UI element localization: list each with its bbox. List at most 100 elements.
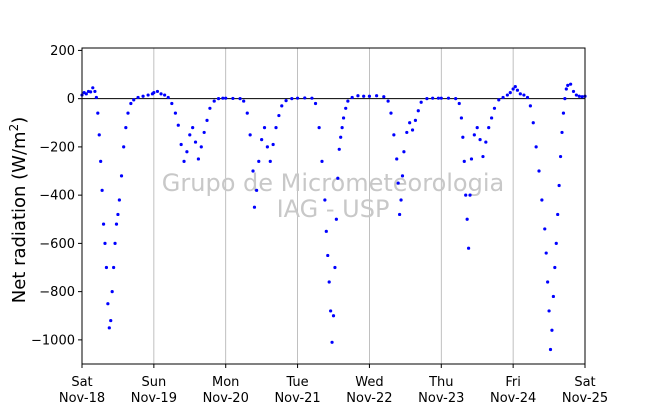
data-point-29 [132,98,136,102]
data-point-150 [522,93,526,97]
y-axis-title-superscript: 2 [7,124,21,132]
data-point-116 [413,118,418,122]
data-point-171 [563,97,567,101]
x-tick-weekday-0: Sat [71,375,92,390]
data-point-177 [577,94,581,98]
data-point-83 [324,229,328,233]
data-point-30 [136,95,140,100]
data-point-50 [202,130,206,135]
data-point-98 [350,95,354,100]
x-tick-date-7: Nov-25 [562,391,608,406]
data-point-47 [193,140,198,144]
data-point-53 [212,99,216,103]
x-tick-weekday-1: Sun [141,375,166,390]
data-point-140 [489,116,494,120]
data-point-64 [255,188,259,192]
data-point-159 [546,280,550,284]
data-point-27 [126,111,130,115]
data-point-5 [91,86,95,90]
data-point-146 [511,87,515,91]
data-point-32 [146,93,150,97]
data-point-101 [367,94,372,98]
data-point-156 [540,198,544,202]
data-point-13 [103,241,107,245]
data-point-9 [97,133,101,137]
data-points [80,82,587,352]
data-point-161 [548,347,553,352]
data-point-55 [221,96,225,100]
y-tick-label-0: 200 [50,44,75,59]
data-point-105 [389,111,393,115]
data-point-130 [465,217,469,221]
x-tick-weekday-3: Tue [285,375,308,390]
x-tick-weekday-2: Mon [212,375,239,390]
data-point-95 [341,116,346,120]
data-point-96 [344,106,348,110]
data-point-164 [553,265,557,270]
data-point-151 [525,95,530,100]
data-point-149 [518,92,522,96]
data-point-7 [94,95,98,100]
data-point-94 [340,126,344,130]
data-point-174 [569,82,573,86]
watermark: Grupo de Micrometeorologia IAG - USP [162,169,504,223]
data-point-121 [436,96,441,100]
data-point-110 [399,198,403,202]
data-point-79 [313,101,318,106]
x-tick-date-3: Nov-21 [274,391,320,406]
data-point-20 [113,241,117,245]
y-axis-title-main: Net radiation (W/m [9,131,30,303]
y-tick-label-1: 0 [67,92,75,107]
data-point-124 [454,97,458,101]
data-point-113 [405,130,409,135]
data-point-8 [96,111,100,115]
data-point-43 [182,159,186,163]
x-tick-date-0: Nov-18 [59,391,105,406]
data-point-93 [339,135,343,139]
y-tick-label-4: −600 [39,237,75,252]
x-tick-date-6: Nov-24 [490,391,536,406]
data-point-170 [561,111,566,115]
data-point-66 [260,138,264,142]
data-point-71 [274,126,278,130]
data-point-148 [515,88,520,92]
x-tick-weekday-6: Fri [505,375,521,390]
data-point-14 [104,265,109,270]
data-point-117 [416,109,420,113]
y-axis-ticks: 200 0 −200 −400 −600 −800 −1000 [31,44,82,348]
data-point-22 [116,212,120,217]
data-point-129 [464,193,468,197]
data-point-67 [262,126,267,130]
data-point-160 [547,309,551,313]
data-point-86 [329,309,333,313]
data-point-2 [84,92,88,96]
data-point-154 [534,145,538,149]
data-point-173 [566,83,570,87]
data-point-120 [431,96,435,100]
data-point-68 [265,145,269,149]
data-point-142 [497,98,501,102]
data-point-99 [356,94,360,98]
data-point-40 [173,111,178,115]
data-point-155 [537,169,541,173]
data-point-36 [159,92,163,96]
data-point-58 [238,97,242,101]
data-point-141 [492,106,497,110]
data-point-28 [129,101,133,106]
data-point-85 [327,280,331,284]
data-point-77 [303,96,307,100]
data-point-72 [277,113,281,118]
data-point-60 [245,111,249,115]
data-point-52 [208,106,212,110]
data-point-108 [396,181,400,185]
data-point-125 [457,101,461,106]
y-tick-label-3: −400 [39,189,75,204]
data-point-88 [331,314,336,318]
data-point-90 [334,217,338,221]
data-point-163 [551,294,555,299]
data-point-6 [93,89,97,94]
data-point-48 [196,157,201,161]
data-point-138 [484,140,488,144]
data-point-107 [395,157,399,161]
